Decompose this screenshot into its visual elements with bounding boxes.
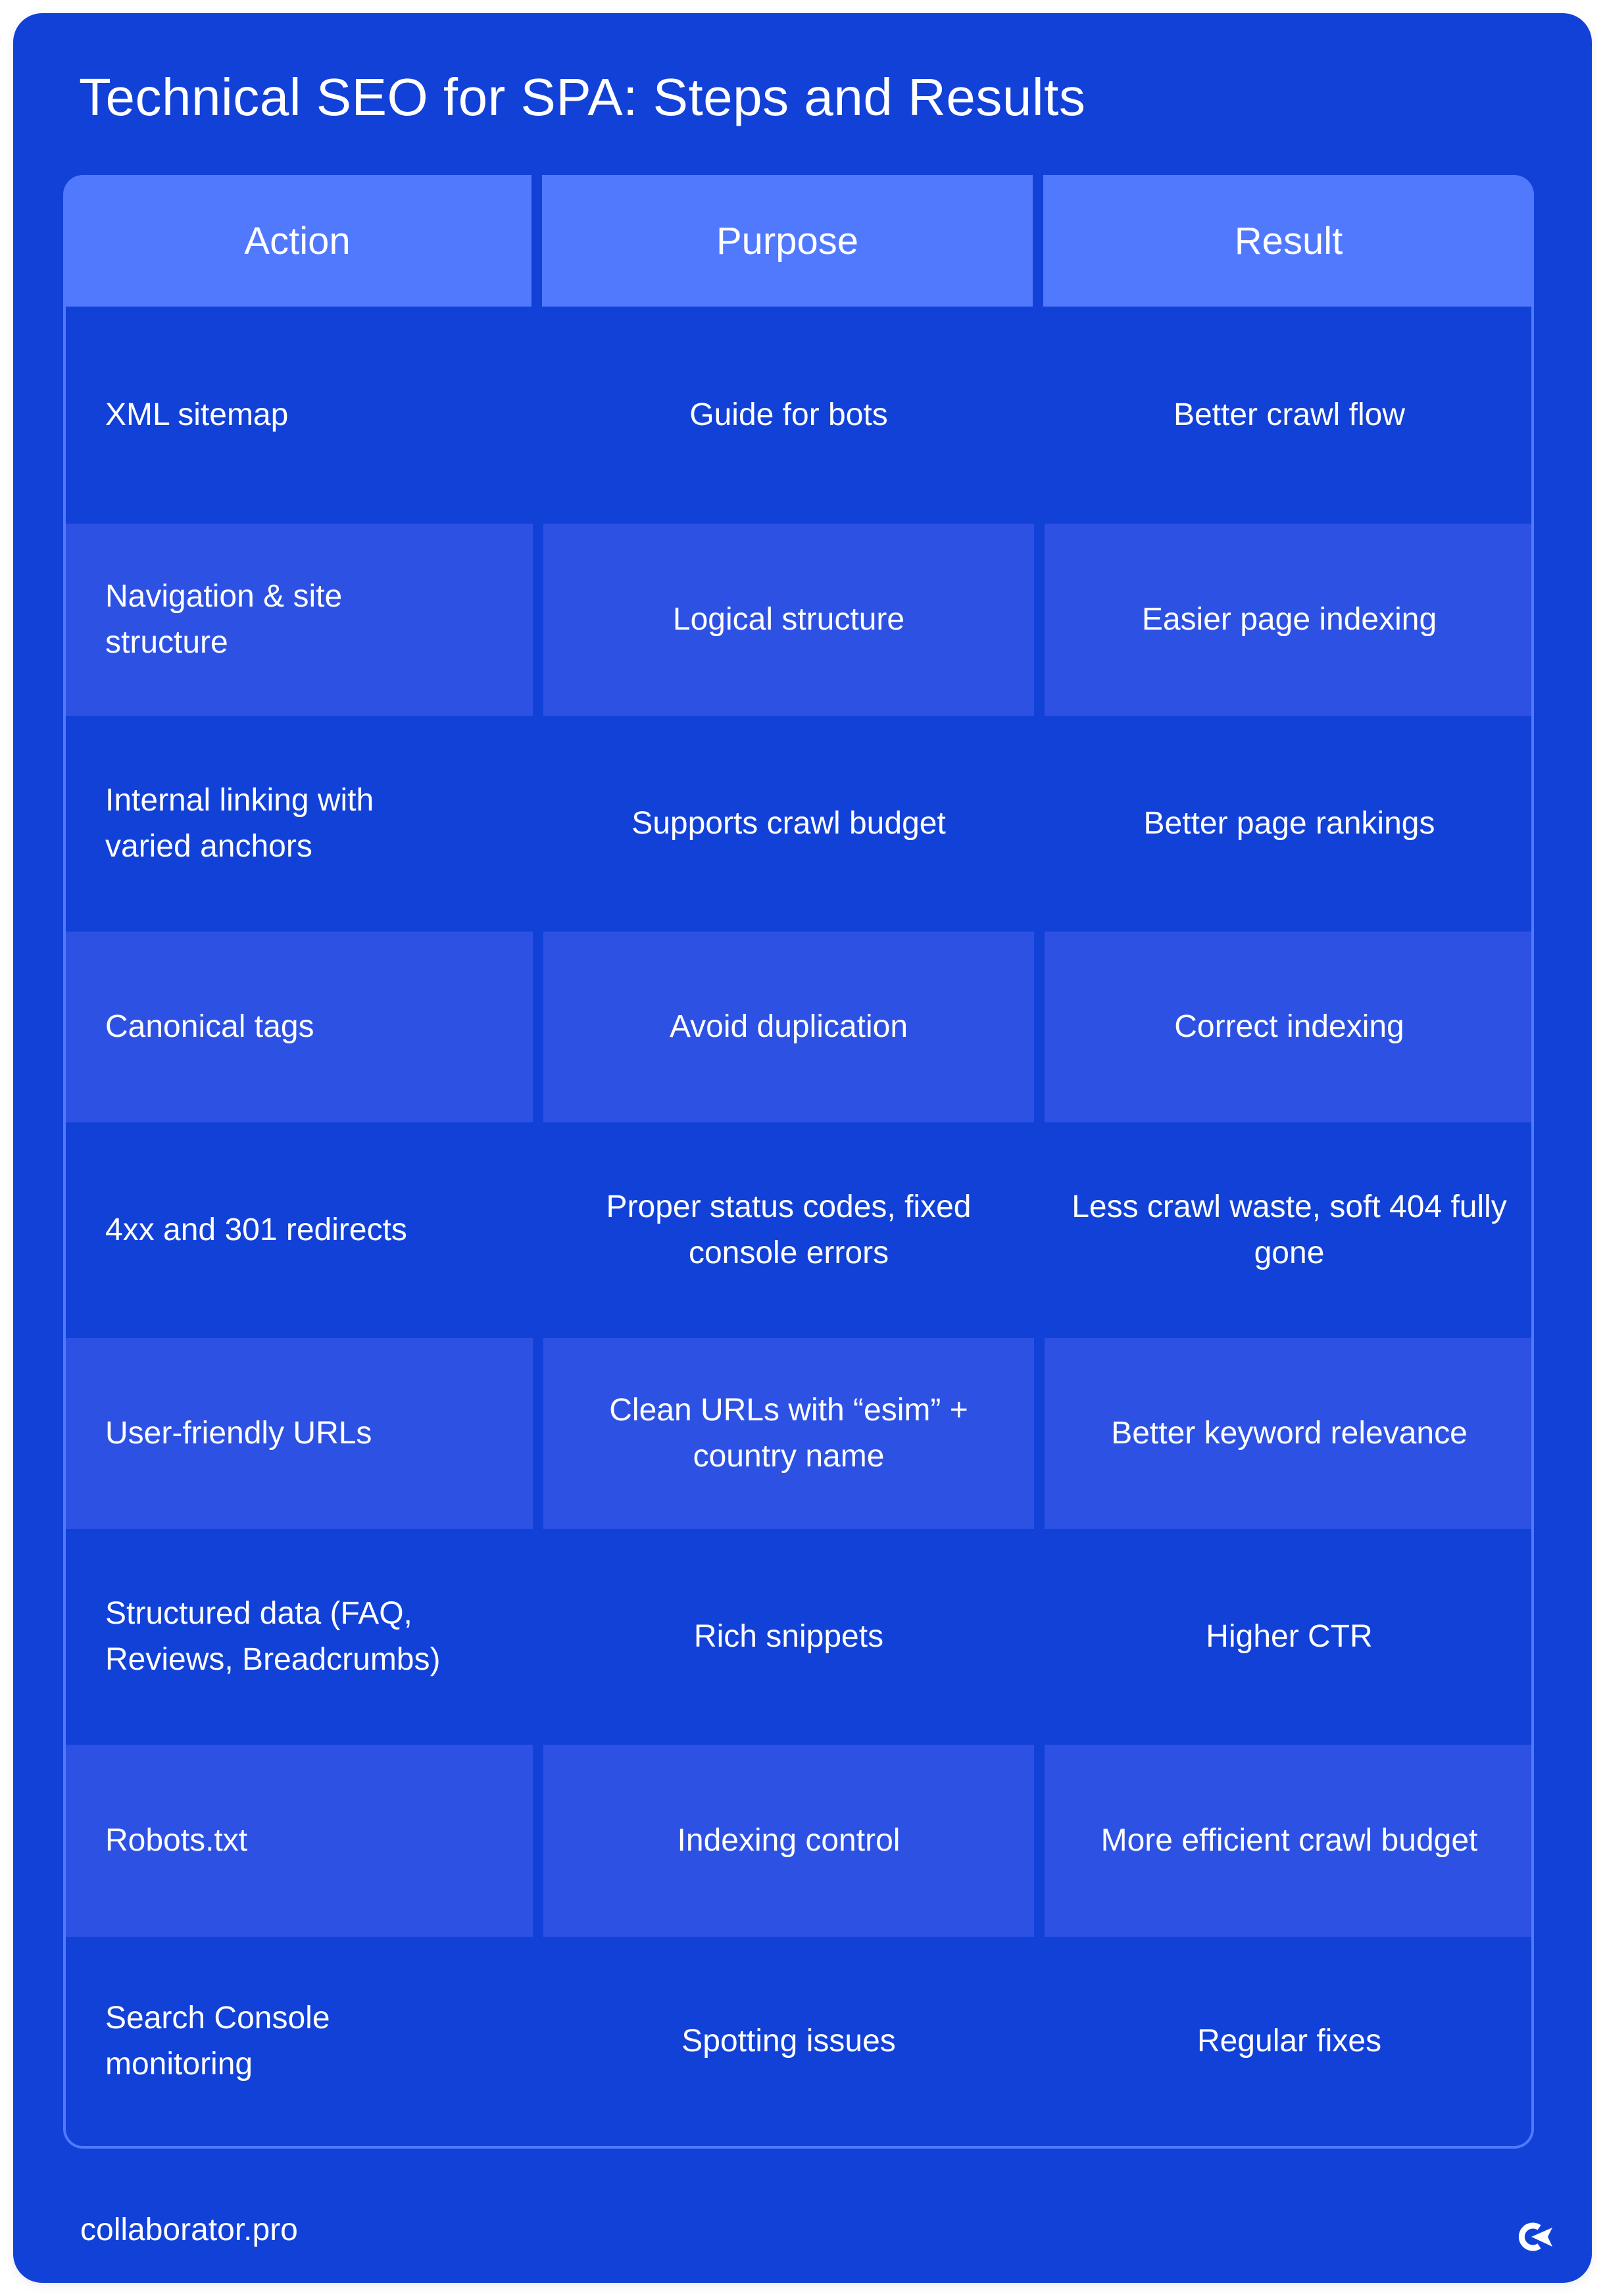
table-row: Internal linking with varied anchors Supp…: [66, 716, 1531, 932]
table-row: XML sitemap Guide for bots Better crawl fl…: [66, 307, 1531, 524]
cell-action: User-friendly URLs: [66, 1338, 533, 1529]
cell-action: Internal linking with varied anchors: [105, 783, 374, 864]
header-purpose: Purpose: [542, 175, 1033, 307]
header-action: Action: [63, 175, 531, 307]
cell-result: Higher CTR: [1206, 1619, 1373, 1654]
cell-purpose: Spotting issues: [681, 2024, 896, 2059]
cell-purpose: Supports crawl budget: [631, 806, 946, 841]
cell-purpose: Proper status codes, fixed console error…: [606, 1189, 972, 1270]
cell-purpose: Rich snippets: [693, 1619, 884, 1654]
seo-steps-table: Action Purpose Result XML sitemap Guide f…: [63, 175, 1534, 2149]
cell-action: XML sitemap: [105, 397, 289, 432]
cell-action: Navigation & site structure: [66, 524, 533, 716]
cell-action: Search Console monitoring: [105, 2001, 330, 2082]
cell-result: Correct indexing: [1045, 932, 1531, 1122]
cell-result: Better page rankings: [1143, 806, 1435, 841]
cell-result: Better keyword relevance: [1045, 1338, 1531, 1529]
page-title: Technical SEO for SPA: Steps and Results: [79, 68, 1086, 126]
table-row: Search Console monitoring Spotting issues…: [66, 1937, 1531, 2146]
cell-purpose: Guide for bots: [689, 397, 888, 432]
cell-action: Robots.txt: [66, 1745, 533, 1937]
table-row: 4xx and 301 redirects Proper status codes…: [66, 1122, 1531, 1338]
table-row: Robots.txt Indexing control More efficient…: [66, 1745, 1531, 1937]
cell-purpose: Avoid duplication: [543, 932, 1034, 1122]
collaborator-logo-icon: [1518, 2222, 1552, 2251]
header-result: Result: [1043, 175, 1534, 307]
table-row: Navigation & site structure Logical struc…: [66, 524, 1531, 716]
cell-result: Regular fixes: [1197, 2024, 1382, 2059]
cell-result: Easier page indexing: [1045, 524, 1531, 716]
cell-result: More efficient crawl budget: [1045, 1745, 1531, 1937]
cell-action: 4xx and 301 redirects: [105, 1212, 407, 1247]
table-body: XML sitemap Guide for bots Better crawl fl…: [63, 307, 1534, 2149]
cell-action: Canonical tags: [66, 932, 533, 1122]
cell-purpose: Clean URLs with “esim” + country name: [543, 1338, 1034, 1529]
cell-purpose: Indexing control: [543, 1745, 1034, 1937]
cell-result: Less crawl waste, soft 404 fully gone: [1072, 1189, 1507, 1270]
cell-purpose: Logical structure: [543, 524, 1034, 716]
table-row: Canonical tags Avoid duplication Correct i…: [66, 932, 1531, 1122]
cell-result: Better crawl flow: [1173, 397, 1406, 432]
footer-site-link[interactable]: collaborator.pro: [80, 2212, 298, 2247]
infographic-card: Technical SEO for SPA: Steps and Results…: [13, 13, 1592, 2283]
table-row: User-friendly URLs Clean URLs with “esim”…: [66, 1338, 1531, 1529]
table-header: Action Purpose Result: [63, 175, 1534, 307]
table-row: Structured data (FAQ, Reviews, Breadcrum…: [66, 1529, 1531, 1745]
cell-action: Structured data (FAQ, Reviews, Breadcrum…: [105, 1596, 441, 1677]
